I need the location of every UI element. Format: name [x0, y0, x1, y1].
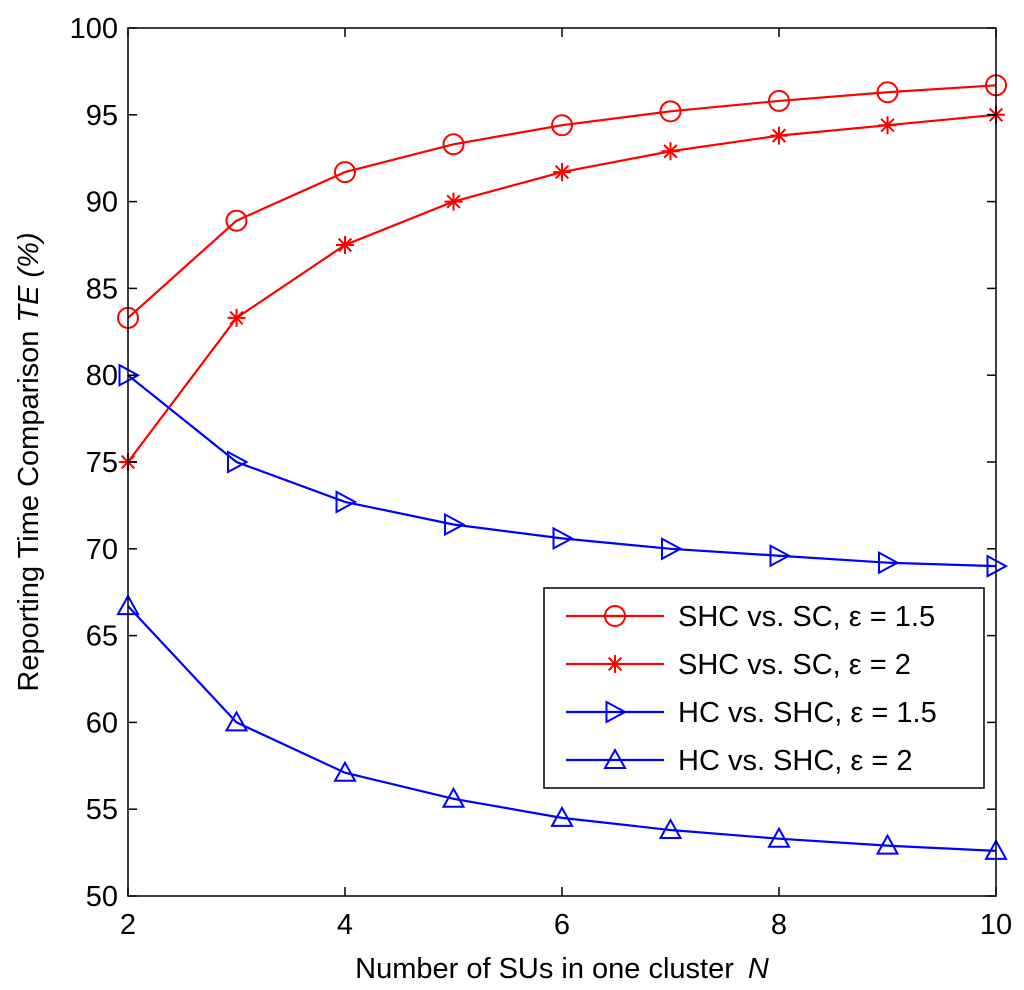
series-line-3	[127, 374, 997, 568]
y-tick-label: 65	[86, 621, 118, 653]
legend-label: SHC vs. SC, ε = 1.5	[678, 601, 935, 633]
y-tick-label: 70	[86, 534, 118, 566]
y-tick-label: 55	[86, 794, 118, 826]
data-point-s2-6	[661, 142, 680, 161]
data-point-s4-6	[658, 817, 683, 840]
data-point-s3-2	[227, 450, 249, 474]
y-tick-label: 50	[86, 881, 118, 913]
asterisk-stroke	[337, 237, 353, 253]
data-point-s2-5	[553, 163, 571, 182]
data-point-s1-8	[876, 81, 899, 104]
data-point-s1-5	[551, 114, 573, 137]
data-point-s1-2	[225, 209, 248, 232]
legend-marker	[604, 605, 626, 627]
legend-entry-3: HC vs. SHC, ε = 1.5	[566, 697, 937, 729]
data-point-s4-4	[441, 786, 466, 808]
data-point-s4-5	[550, 805, 574, 827]
data-point-s2-4	[444, 192, 463, 211]
data-point-s1-7	[768, 89, 790, 112]
asterisk-stroke	[880, 118, 895, 133]
data-point-s3-8	[878, 551, 900, 575]
data-point-s4-8	[875, 833, 900, 855]
x-tick-label: 2	[120, 909, 136, 941]
y-tick-label: 75	[86, 447, 118, 479]
asterisk-stroke	[554, 165, 570, 180]
legend-entry-4: HC vs. SHC, ε = 2	[566, 745, 913, 777]
data-point-s2-3	[336, 236, 354, 254]
legend-entry-1: SHC vs. SC, ε = 1.5	[566, 601, 935, 633]
data-point-s2-2	[227, 308, 246, 327]
legend-marker	[606, 655, 624, 673]
asterisk-stroke	[446, 194, 461, 209]
data-point-s3-4	[444, 512, 466, 537]
data-point-s1-4	[442, 133, 465, 156]
data-point-s1-6	[659, 100, 682, 123]
data-point-s3-3	[335, 490, 358, 514]
asterisk-stroke	[607, 656, 623, 672]
y-tick-label: 95	[86, 100, 118, 132]
data-point-s3-6	[661, 537, 683, 561]
data-point-s2-7	[770, 126, 788, 145]
data-point-s4-3	[333, 760, 357, 782]
data-point-s4-2	[224, 710, 249, 732]
data-point-s2-8	[878, 116, 897, 135]
y-tick-label: 100	[70, 13, 118, 45]
x-tick-label: 4	[337, 909, 353, 941]
x-axis-label: Number of SUs in one cluster N	[355, 953, 769, 985]
asterisk-stroke	[771, 128, 787, 143]
x-tick-label: 6	[554, 909, 570, 941]
data-point-s1-3	[334, 161, 356, 184]
legend-marker	[603, 747, 627, 769]
y-tick-label: 85	[86, 273, 118, 305]
x-tick-label: 8	[771, 909, 787, 941]
x-tick-label: 10	[980, 909, 1012, 941]
legend-label: SHC vs. SC, ε = 2	[678, 649, 911, 681]
legend-entry-2: SHC vs. SC, ε = 2	[566, 649, 911, 681]
data-point-s3-5	[552, 526, 575, 551]
y-tick-label: 60	[86, 707, 118, 739]
asterisk-stroke	[663, 144, 678, 159]
legend-label: HC vs. SHC, ε = 1.5	[678, 697, 937, 729]
y-tick-label: 80	[86, 360, 118, 392]
asterisk-stroke	[229, 310, 244, 325]
series-line-1	[127, 84, 997, 319]
data-point-s4-7	[767, 826, 791, 848]
y-tick-label: 90	[86, 187, 118, 219]
series-line-4	[127, 605, 997, 852]
y-axis-label: Reporting Time ComparisonTE(%)	[13, 232, 45, 691]
legend: SHC vs. SC, ε = 1.5 SHC vs. SC, ε = 2 HC v…	[543, 587, 985, 789]
axis-ticks: 2 4 6 8 10 50 55 60 65 70 75 80 85 90 95 100	[70, 13, 1013, 941]
data-point-s3-7	[769, 544, 792, 568]
legend-label: HC vs. SHC, ε = 2	[678, 745, 913, 777]
legend-marker	[605, 700, 628, 724]
